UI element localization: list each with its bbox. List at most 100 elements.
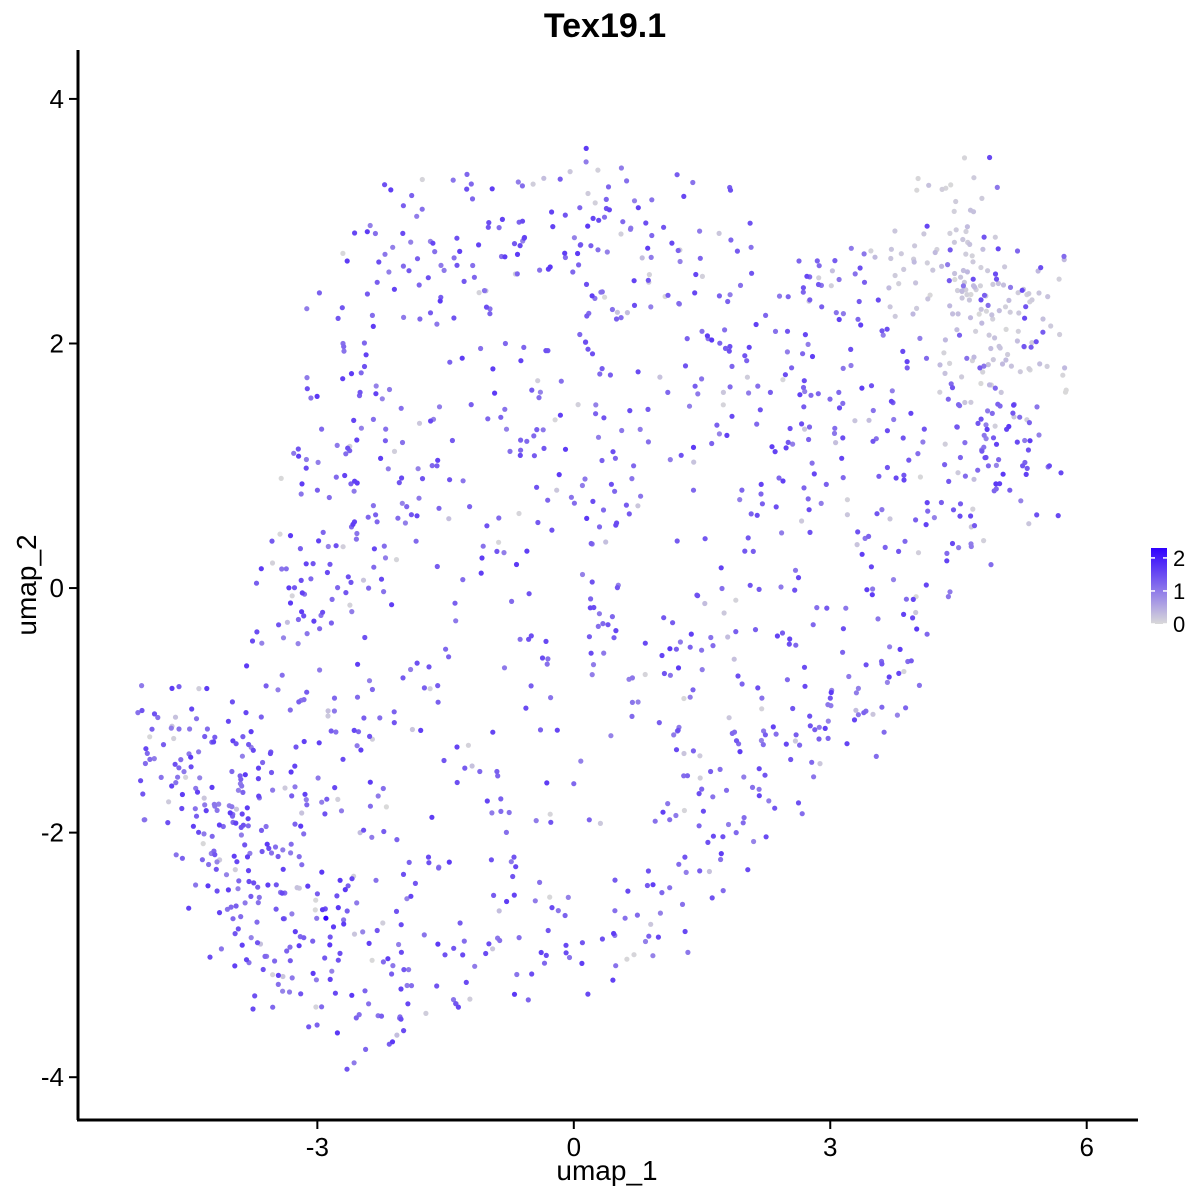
scatter-point [1026, 291, 1032, 297]
scatter-point [1003, 326, 1009, 332]
scatter-point [725, 298, 731, 305]
scatter-point [434, 321, 440, 327]
scatter-point [362, 988, 368, 994]
scatter-point [1000, 282, 1007, 288]
scatter-point [733, 830, 739, 836]
scatter-point [856, 298, 862, 305]
scatter-point [335, 905, 341, 911]
scatter-point [453, 618, 459, 624]
scatter-point [603, 196, 609, 202]
scatter-point [603, 539, 609, 545]
scatter-point [879, 328, 885, 334]
scatter-point [344, 908, 350, 914]
scatter-point [385, 956, 391, 962]
scatter-point [979, 195, 985, 201]
scatter-point [464, 171, 470, 177]
scatter-point [268, 769, 275, 776]
scatter-point [1014, 248, 1021, 254]
scatter-point [901, 472, 907, 478]
scatter-point [622, 915, 628, 921]
scatter-point [243, 957, 250, 963]
scatter-point [779, 530, 785, 536]
scatter-point [879, 704, 885, 710]
scatter-point [361, 340, 367, 346]
scatter-point [857, 265, 863, 271]
scatter-point [968, 513, 974, 519]
scatter-point [535, 519, 541, 526]
scatter-point [334, 893, 340, 899]
scatter-point [1034, 404, 1040, 410]
scatter-point [610, 977, 616, 983]
scatter-point [519, 218, 526, 224]
scatter-point [787, 636, 793, 642]
scatter-point [699, 376, 705, 382]
scatter-point [648, 921, 654, 927]
scatter-point [695, 391, 701, 397]
scatter-point [442, 952, 448, 958]
scatter-point [455, 1004, 461, 1010]
scatter-point [514, 251, 521, 257]
scatter-point [981, 538, 987, 544]
scatter-point [681, 695, 687, 702]
scatter-point [970, 276, 976, 282]
scatter-point [495, 773, 501, 779]
scatter-point [536, 395, 542, 401]
scatter-point [973, 328, 979, 334]
scatter-point [611, 930, 617, 937]
scatter-point [609, 614, 616, 620]
scatter-point [795, 800, 802, 806]
scatter-point [1020, 463, 1026, 469]
scatter-point [268, 850, 275, 856]
scatter-point [585, 991, 591, 997]
scatter-point [705, 839, 711, 846]
scatter-point [801, 664, 808, 670]
scatter-point [779, 630, 786, 636]
scatter-point [175, 774, 181, 780]
scatter-point [543, 638, 549, 645]
scatter-point [762, 772, 768, 778]
scatter-point [399, 475, 405, 481]
scatter-point [975, 420, 981, 426]
scatter-point [292, 821, 298, 827]
scatter-point [896, 281, 902, 287]
scatter-point [762, 732, 769, 738]
scatter-point [822, 725, 828, 732]
scatter-point [967, 241, 973, 247]
scatter-point [194, 789, 201, 795]
scatter-point [284, 948, 290, 954]
scatter-point [1023, 304, 1029, 310]
scatter-point [682, 363, 689, 369]
scatter-point [394, 1032, 400, 1038]
scatter-point [697, 868, 703, 874]
scatter-point [258, 714, 264, 720]
scatter-point [807, 297, 813, 303]
scatter-point [589, 579, 595, 585]
scatter-point [901, 611, 907, 618]
scatter-point [172, 761, 178, 767]
scatter-point [1061, 253, 1067, 259]
scatter-point [492, 390, 498, 396]
scatter-point [950, 311, 956, 317]
scatter-point [626, 511, 632, 517]
scatter-point [530, 181, 536, 187]
scatter-point [335, 957, 341, 963]
scatter-point [571, 781, 577, 787]
scatter-point [450, 997, 457, 1003]
scatter-point [774, 633, 781, 639]
scatter-point [971, 476, 977, 482]
scatter-point [896, 670, 902, 677]
scatter-point [879, 507, 885, 513]
chart-title: Tex19.1 [544, 7, 666, 45]
scatter-point [293, 744, 299, 750]
scatter-point [970, 506, 976, 512]
scatter-point [334, 1030, 340, 1036]
scatter-point [479, 555, 485, 561]
scatter-point [716, 230, 722, 236]
scatter-point [240, 734, 246, 740]
scatter-point [590, 662, 597, 668]
scatter-point [485, 224, 491, 230]
scatter-point [262, 953, 268, 960]
scatter-point [629, 675, 636, 681]
scatter-point [395, 515, 401, 521]
scatter-point [870, 711, 876, 717]
